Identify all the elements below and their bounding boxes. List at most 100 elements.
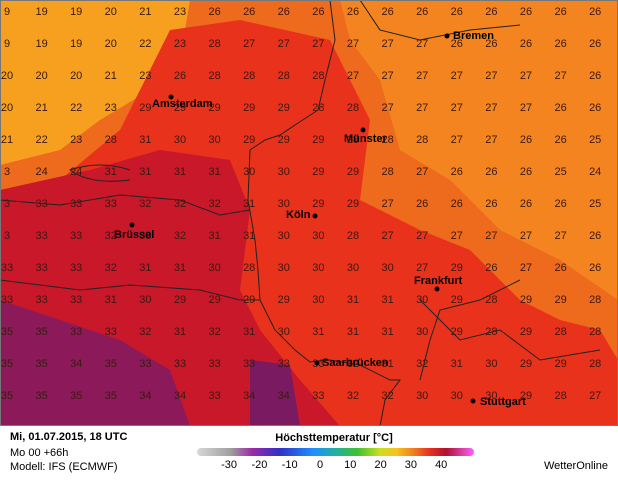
grid-value: 31 <box>243 326 255 338</box>
grid-value: 30 <box>347 262 359 274</box>
grid-value: 24 <box>35 166 47 178</box>
grid-value: 27 <box>589 390 601 402</box>
grid-value: 27 <box>485 102 497 114</box>
grid-value: 30 <box>208 134 220 146</box>
grid-value: 33 <box>70 198 82 210</box>
grid-value: 33 <box>208 390 220 402</box>
grid-value: 26 <box>554 38 566 50</box>
grid-value: 31 <box>381 294 393 306</box>
grid-value: 34 <box>243 390 255 402</box>
city-dot <box>434 286 440 292</box>
grid-value: 26 <box>589 262 601 274</box>
grid-value: 27 <box>451 230 463 242</box>
grid-value: 28 <box>347 134 359 146</box>
grid-value: 26 <box>520 6 532 18</box>
grid-value: 28 <box>589 326 601 338</box>
grid-value: 33 <box>35 294 47 306</box>
grid-value: 32 <box>416 358 428 370</box>
grid-value: 27 <box>347 38 359 50</box>
grid-value: 28 <box>381 134 393 146</box>
grid-value: 26 <box>416 198 428 210</box>
grid-value: 25 <box>589 134 601 146</box>
grid-value: 27 <box>416 70 428 82</box>
grid-value: 27 <box>554 70 566 82</box>
grid-value: 23 <box>105 102 117 114</box>
colorbar <box>197 448 474 456</box>
grid-value: 31 <box>139 166 151 178</box>
grid-value: 19 <box>70 38 82 50</box>
grid-value: 27 <box>451 134 463 146</box>
grid-value: 31 <box>105 166 117 178</box>
grid-value: 20 <box>70 70 82 82</box>
grid-value: 31 <box>139 262 151 274</box>
grid-value: 28 <box>589 358 601 370</box>
grid-value: 22 <box>70 102 82 114</box>
grid-value: 30 <box>451 390 463 402</box>
city-dot <box>314 360 320 366</box>
run: Mo 00 +66h <box>10 447 68 459</box>
grid-value: 29 <box>554 358 566 370</box>
grid-value: 33 <box>1 294 13 306</box>
city-label: Köln <box>286 209 311 221</box>
grid-value: 28 <box>347 230 359 242</box>
grid-value: 26 <box>554 262 566 274</box>
grid-value: 28 <box>554 326 566 338</box>
grid-value: 35 <box>1 358 13 370</box>
grid-value: 33 <box>139 230 151 242</box>
grid-value: 24 <box>589 166 601 178</box>
grid-value: 31 <box>381 358 393 370</box>
grid-value: 28 <box>208 70 220 82</box>
grid-value: 27 <box>381 198 393 210</box>
grid-value: 28 <box>416 134 428 146</box>
grid-value: 28 <box>243 262 255 274</box>
grid-value: 30 <box>485 390 497 402</box>
grid-value: 29 <box>174 294 186 306</box>
grid-value: 24 <box>70 166 82 178</box>
grid-value: 29 <box>312 198 324 210</box>
grid-value: 26 <box>485 6 497 18</box>
grid-value: 20 <box>105 38 117 50</box>
grid-value: 30 <box>208 262 220 274</box>
grid-value: 27 <box>243 38 255 50</box>
grid-value: 29 <box>520 358 532 370</box>
city-dot <box>312 213 318 219</box>
grid-value: 29 <box>520 326 532 338</box>
grid-value: 28 <box>243 70 255 82</box>
grid-value: 33 <box>35 230 47 242</box>
grid-value: 26 <box>520 38 532 50</box>
colorbar-label: -30 <box>221 459 237 471</box>
grid-value: 34 <box>278 390 290 402</box>
grid-value: 27 <box>416 102 428 114</box>
grid-value: 35 <box>105 390 117 402</box>
grid-value: 27 <box>312 38 324 50</box>
grid-value: 30 <box>416 326 428 338</box>
grid-value: 31 <box>312 326 324 338</box>
colorbar-label: 0 <box>317 459 323 471</box>
grid-value: 27 <box>347 70 359 82</box>
grid-value: 26 <box>520 198 532 210</box>
grid-value: 20 <box>1 102 13 114</box>
grid-value: 30 <box>139 294 151 306</box>
grid-value: 29 <box>347 198 359 210</box>
grid-value: 27 <box>485 134 497 146</box>
colorbar-label: 20 <box>374 459 386 471</box>
city-dot <box>129 222 135 228</box>
grid-value: 34 <box>139 390 151 402</box>
grid-value: 29 <box>312 166 324 178</box>
grid-value: 30 <box>278 198 290 210</box>
grid-value: 32 <box>208 326 220 338</box>
city-label: Saarbrücken <box>322 357 389 369</box>
grid-value: 33 <box>312 390 324 402</box>
grid-value: 28 <box>105 134 117 146</box>
map-area: 9 19 19 20 21 23 26 26 26 26 26 26 26 26 26 26 26 26 9 19 19… <box>0 0 618 426</box>
city-dot <box>168 94 174 100</box>
grid-value: 3 <box>4 198 10 210</box>
grid-value: 26 <box>554 134 566 146</box>
grid-value: 27 <box>520 230 532 242</box>
city-label: Stuttgart <box>480 396 526 408</box>
grid-value: 26 <box>451 6 463 18</box>
borders <box>0 0 601 426</box>
grid-value: 26 <box>451 166 463 178</box>
grid-value: 27 <box>381 70 393 82</box>
